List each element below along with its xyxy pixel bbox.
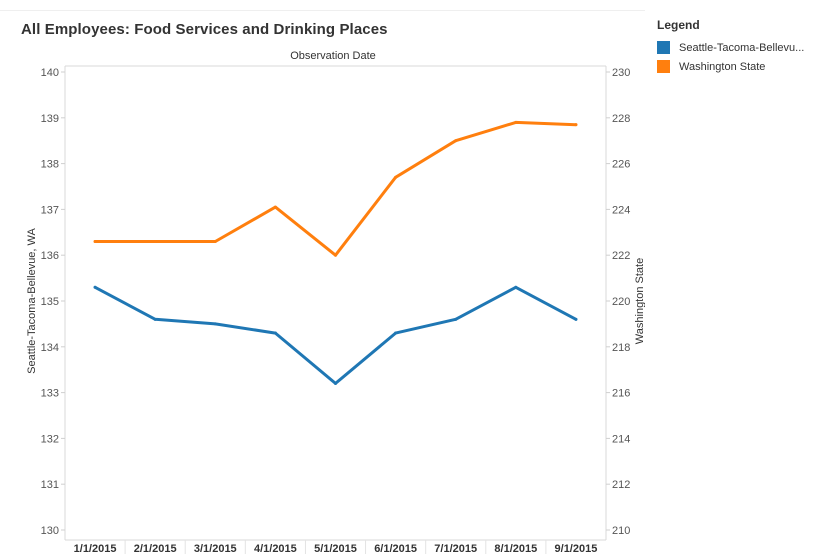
right-tick-label: 230 (612, 67, 630, 79)
right-tick-label: 222 (612, 250, 630, 262)
left-tick-label: 135 (41, 296, 59, 308)
legend-swatch-washington (657, 60, 670, 73)
left-tick-label: 137 (41, 204, 59, 216)
legend-title: Legend (657, 18, 700, 32)
left-tick-label: 132 (41, 433, 59, 445)
right-tick-label: 214 (612, 433, 630, 445)
data-point-washington (153, 239, 157, 243)
series-line-seattle (93, 285, 578, 385)
x-tick-label: 6/1/2015 (374, 543, 417, 555)
chart-title: All Employees: Food Services and Drinkin… (21, 21, 388, 38)
right-axis-label: Washington State (634, 258, 645, 344)
legend-label-seattle: Seattle-Tacoma-Bellevu... (679, 41, 805, 54)
left-tick-label: 130 (41, 525, 59, 537)
x-axis-label: Observation Date (290, 50, 376, 62)
data-point-washington (574, 123, 578, 127)
right-tick-label: 210 (612, 525, 630, 537)
legend-swatch-seattle (657, 41, 670, 54)
left-tick-label: 131 (41, 479, 59, 491)
x-tick-label: 4/1/2015 (254, 543, 297, 555)
data-point-seattle (514, 285, 518, 289)
series-line-washington (93, 120, 578, 257)
data-point-washington (93, 239, 97, 243)
right-tick-label: 224 (612, 204, 630, 216)
left-tick-label: 140 (41, 67, 59, 79)
x-tick-label: 2/1/2015 (134, 543, 177, 555)
right-tick-label: 220 (612, 296, 630, 308)
x-tick-label: 9/1/2015 (555, 543, 598, 555)
right-tick-label: 226 (612, 159, 630, 171)
x-tick-label: 5/1/2015 (314, 543, 357, 555)
legend-item-seattle[interactable]: Seattle-Tacoma-Bellevu... (657, 38, 827, 57)
legend-label-washington: Washington State (679, 60, 766, 73)
right-tick-label: 216 (612, 388, 630, 400)
legend-item-washington[interactable]: Washington State (657, 57, 827, 76)
x-tick-label: 7/1/2015 (434, 543, 477, 555)
data-point-seattle (574, 317, 578, 321)
left-tick-label: 134 (41, 342, 59, 354)
data-point-washington (454, 139, 458, 143)
data-point-seattle (394, 331, 398, 335)
data-point-seattle (334, 381, 337, 385)
data-point-seattle (93, 285, 97, 289)
line-chart: Observation Date Seattle-Tacoma-Bellevue… (26, 50, 645, 555)
data-point-washington (213, 239, 217, 243)
right-tick-label: 228 (612, 113, 630, 125)
data-point-seattle (213, 322, 217, 326)
right-tick-label: 218 (612, 342, 630, 354)
left-tick-label: 136 (41, 250, 59, 262)
x-tick-label: 1/1/2015 (74, 543, 117, 555)
top-divider (0, 10, 645, 11)
data-point-washington (514, 120, 518, 124)
data-point-seattle (454, 317, 458, 321)
data-point-washington (394, 175, 398, 179)
left-tick-label: 139 (41, 113, 59, 125)
right-tick-label: 212 (612, 479, 630, 491)
left-tick-label: 138 (41, 159, 59, 171)
legend: Legend Seattle-Tacoma-Bellevu... Washing… (657, 18, 827, 76)
data-point-seattle (273, 331, 277, 335)
data-point-washington (273, 205, 277, 209)
data-point-seattle (153, 317, 157, 321)
data-point-washington (334, 253, 337, 257)
left-axis-label: Seattle-Tacoma-Bellevue, WA (26, 227, 38, 373)
left-tick-label: 133 (41, 388, 59, 400)
x-tick-label: 3/1/2015 (194, 543, 237, 555)
x-tick-label: 8/1/2015 (494, 543, 537, 555)
